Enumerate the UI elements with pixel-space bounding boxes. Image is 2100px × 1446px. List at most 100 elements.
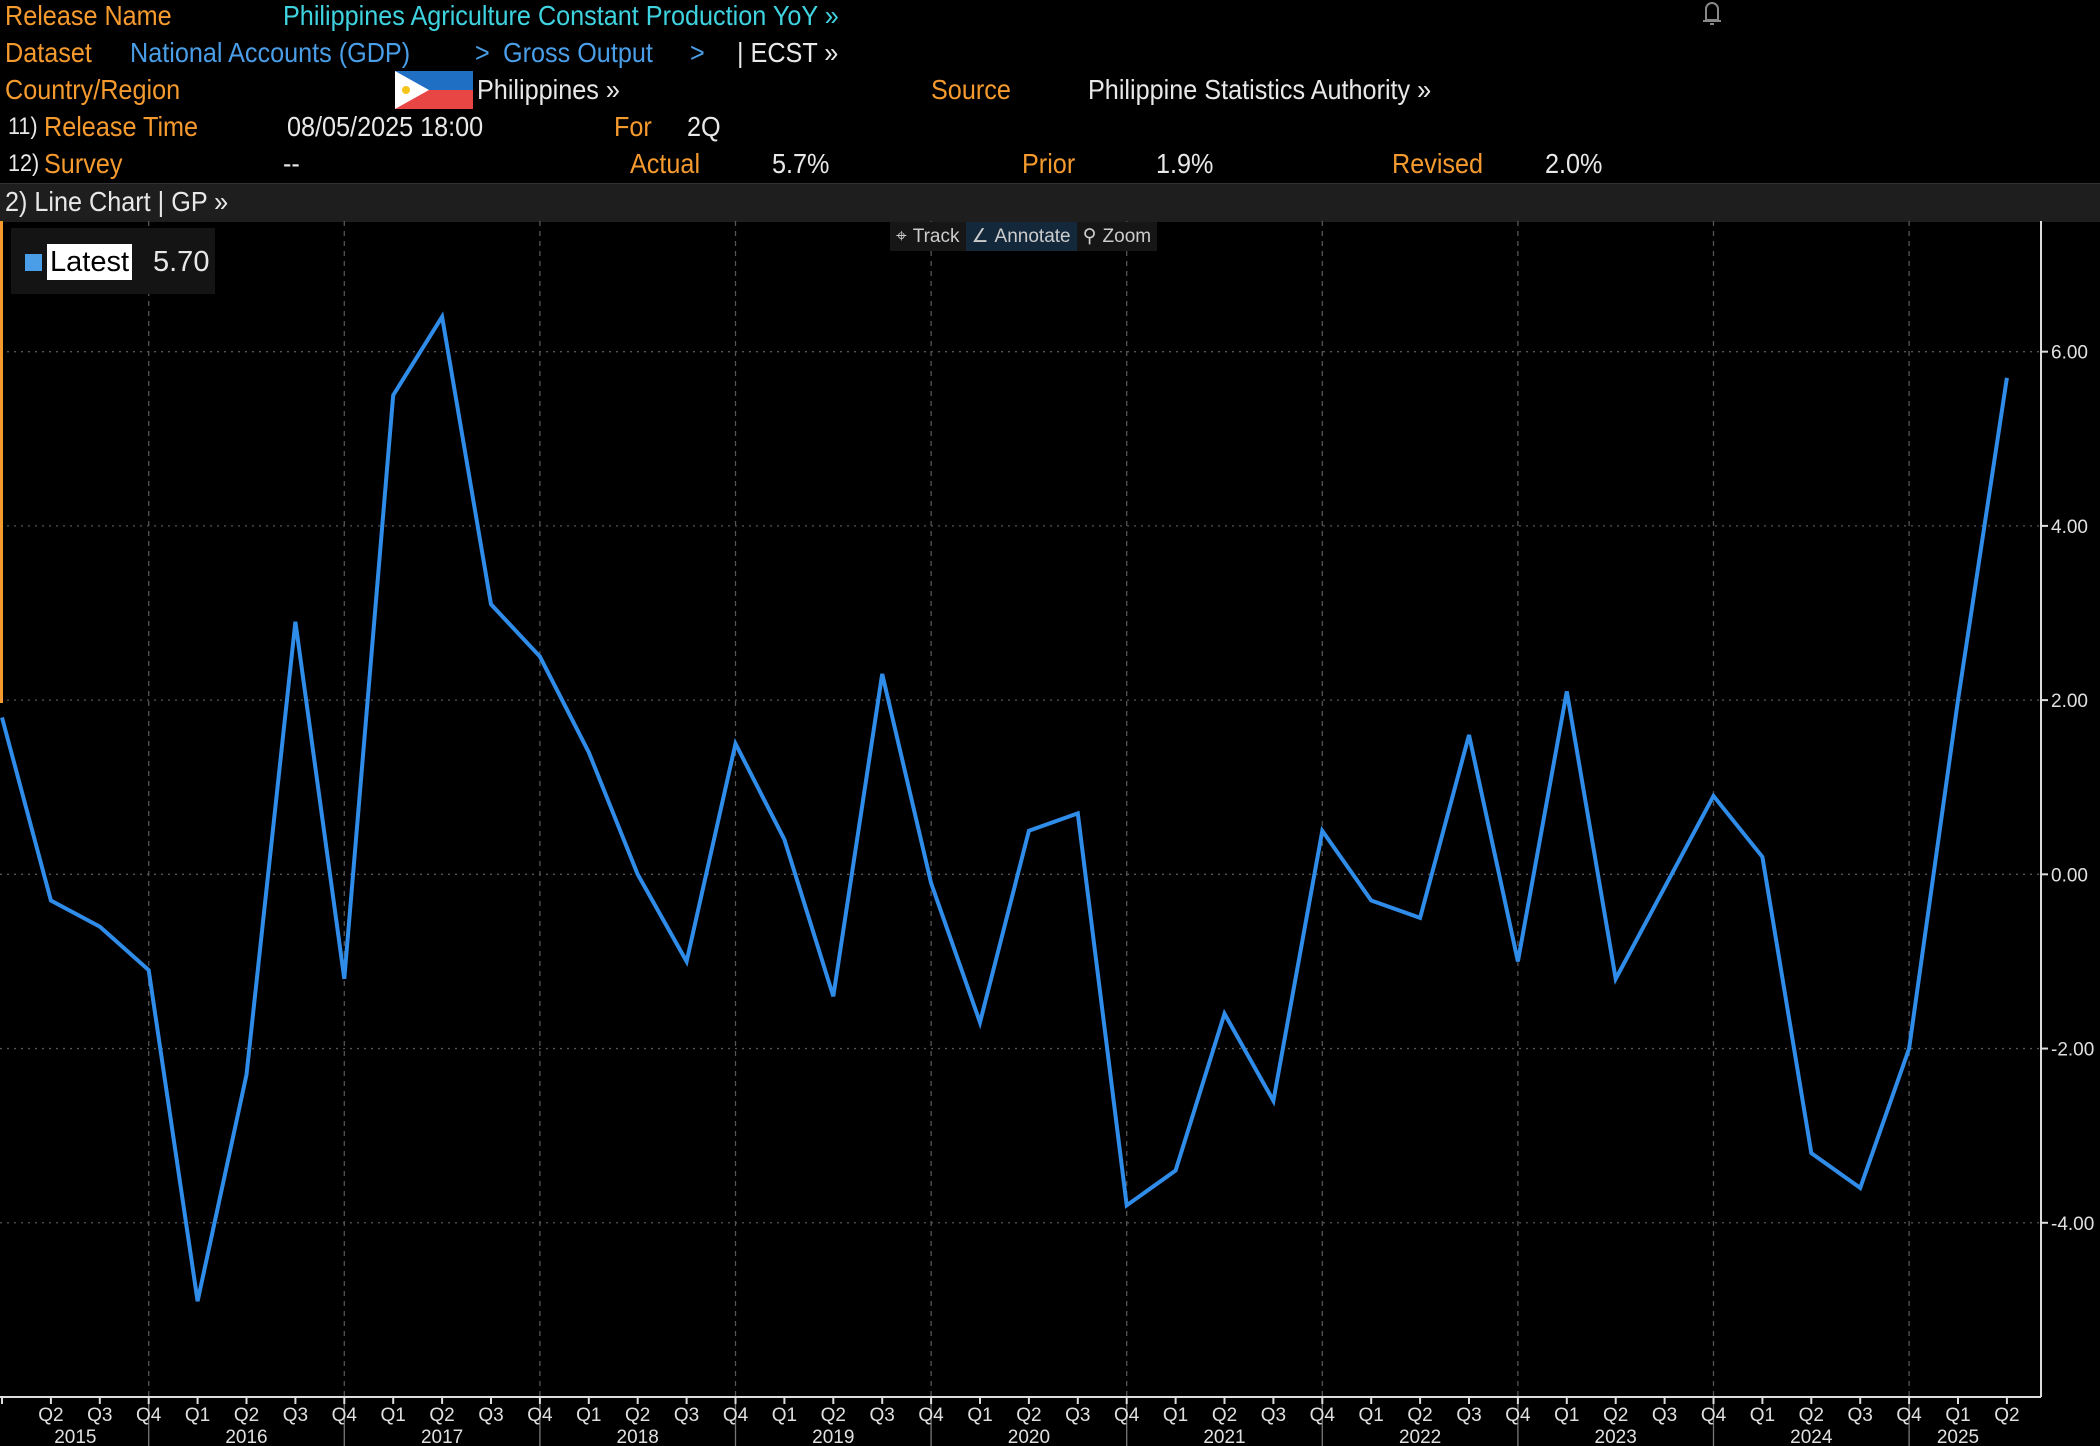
x-tick-label: Q4	[1505, 1405, 1531, 1426]
x-tick-label: Q4	[1310, 1405, 1336, 1426]
x-tick-label: Q1	[772, 1405, 797, 1426]
x-tick-label: Q1	[576, 1405, 601, 1426]
x-tick-label: Q1	[185, 1405, 210, 1426]
for-label: For	[614, 111, 652, 142]
x-tick-label: Q4	[723, 1405, 749, 1426]
y-tick-label: 6.00	[2051, 343, 2088, 364]
legend-swatch	[25, 254, 42, 271]
dataset-label: Dataset	[5, 37, 92, 68]
actual-label: Actual	[630, 148, 701, 179]
release-name-label: Release Name	[5, 0, 172, 31]
dataset-link-national-accounts[interactable]: National Accounts (GDP)	[130, 37, 411, 68]
source-link[interactable]: Philippine Statistics Authority »	[1088, 74, 1432, 105]
x-tick-label: Q2	[1994, 1405, 2019, 1426]
legend-label: Latest	[47, 244, 132, 280]
x-tick-label: Q1	[1163, 1405, 1188, 1426]
x-tick-label: Q3	[870, 1405, 895, 1426]
x-tick-label: Q4	[527, 1405, 553, 1426]
track-button[interactable]: ⌖ Track	[890, 222, 966, 251]
year-label: 2021	[1203, 1427, 1245, 1446]
x-tick-label: Q1	[967, 1405, 992, 1426]
x-tick-label: Q4	[136, 1405, 162, 1426]
release-time-label[interactable]: Release Time	[44, 111, 199, 142]
x-tick-label: Q2	[821, 1405, 846, 1426]
annotate-label: Annotate	[994, 226, 1071, 247]
year-label: 2025	[1937, 1427, 1979, 1446]
release-name-link[interactable]: Philippines Agriculture Constant Product…	[283, 0, 839, 31]
pencil-icon: ∠	[971, 226, 989, 247]
x-tick-label: Q4	[332, 1405, 358, 1426]
y-tick-label: 4.00	[2051, 517, 2088, 538]
breadcrumb-separator: >	[690, 37, 705, 68]
x-tick-label: Q1	[381, 1405, 406, 1426]
x-tick-label: Q1	[1750, 1405, 1775, 1426]
year-label: 2016	[225, 1427, 267, 1446]
for-value: 2Q	[687, 111, 721, 142]
y-tick-label: -2.00	[2051, 1040, 2094, 1061]
x-tick-label: Q3	[1848, 1405, 1873, 1426]
source-label: Source	[931, 74, 1011, 105]
x-tick-label: Q1	[1945, 1405, 1970, 1426]
breadcrumb-separator: >	[475, 37, 490, 68]
line-chart[interactable]: -4.00 -2.00 0.00 2.00 4.00 6.00 Q2 Q3 Q4 Q1 Q2 Q3 Q4…	[0, 221, 2100, 1446]
x-tick-label: Q4	[918, 1405, 944, 1426]
x-tick-label: Q1	[1554, 1405, 1579, 1426]
year-label: 2018	[617, 1427, 659, 1446]
survey-value: --	[283, 148, 300, 179]
revised-value: 2.0%	[1545, 148, 1603, 179]
legend[interactable]: Latest 5.70	[11, 228, 215, 294]
chart-toolbar: ⌖ Track ∠ Annotate ⚲ Zoom	[890, 222, 1158, 251]
philippines-flag-icon	[395, 71, 473, 109]
country-label: Country/Region	[5, 74, 181, 105]
x-tick-label: Q3	[1456, 1405, 1481, 1426]
bell-icon[interactable]	[1699, 0, 1725, 28]
x-tick-label: Q3	[1261, 1405, 1286, 1426]
x-tick-label: Q2	[625, 1405, 650, 1426]
x-tick-label: Q2	[234, 1405, 259, 1426]
revised-label: Revised	[1392, 148, 1484, 179]
x-tick-label: Q2	[38, 1405, 63, 1426]
year-label: 2024	[1790, 1427, 1833, 1446]
x-tick-label: Q3	[674, 1405, 699, 1426]
x-tick-label: Q3	[1652, 1405, 1677, 1426]
zoom-button[interactable]: ⚲ Zoom	[1077, 222, 1158, 251]
year-label: 2020	[1008, 1427, 1050, 1446]
x-tick-label: Q2	[1016, 1405, 1041, 1426]
track-label: Track	[912, 226, 960, 247]
y-tick-label: 2.00	[2051, 691, 2088, 712]
crosshair-icon: ⌖	[896, 226, 907, 247]
zoom-label: Zoom	[1102, 226, 1152, 247]
dataset-link-gross-output[interactable]: Gross Output	[503, 37, 653, 68]
x-tick-label: Q4	[1701, 1405, 1727, 1426]
actual-value: 5.7%	[772, 148, 830, 179]
x-tick-label: Q1	[1359, 1405, 1384, 1426]
x-tick-label: Q2	[1799, 1405, 1824, 1426]
release-time-value: 08/05/2025 18:00	[287, 111, 484, 142]
x-tick-label: Q3	[1065, 1405, 1090, 1426]
y-tick-label: -4.00	[2051, 1214, 2094, 1235]
magnifier-icon: ⚲	[1082, 226, 1097, 247]
annotate-button[interactable]: ∠ Annotate	[965, 222, 1077, 251]
x-tick-label: Q3	[283, 1405, 308, 1426]
x-tick-label: Q4	[1114, 1405, 1140, 1426]
orange-edge-marker	[0, 221, 3, 703]
prior-value: 1.9%	[1156, 148, 1214, 179]
survey-number: 12)	[8, 150, 40, 177]
year-label: 2019	[812, 1427, 854, 1446]
year-label: 2023	[1595, 1427, 1637, 1446]
dataset-ticker-link[interactable]: | ECST »	[737, 37, 839, 68]
line-chart-menu[interactable]: 2) Line Chart | GP »	[5, 186, 229, 217]
year-label: 2022	[1399, 1427, 1441, 1446]
y-tick-label: 0.00	[2051, 865, 2088, 886]
survey-label[interactable]: Survey	[44, 148, 123, 179]
x-tick-label: Q2	[1212, 1405, 1237, 1426]
country-link[interactable]: Philippines »	[477, 74, 620, 105]
x-tick-label: Q2	[429, 1405, 454, 1426]
prior-label: Prior	[1022, 148, 1076, 179]
year-label: 2017	[421, 1427, 463, 1446]
x-tick-label: Q2	[1407, 1405, 1432, 1426]
x-tick-label: Q2	[1603, 1405, 1628, 1426]
x-tick-label: Q3	[478, 1405, 503, 1426]
year-label: 2015	[54, 1427, 96, 1446]
release-time-number: 11)	[8, 113, 38, 140]
